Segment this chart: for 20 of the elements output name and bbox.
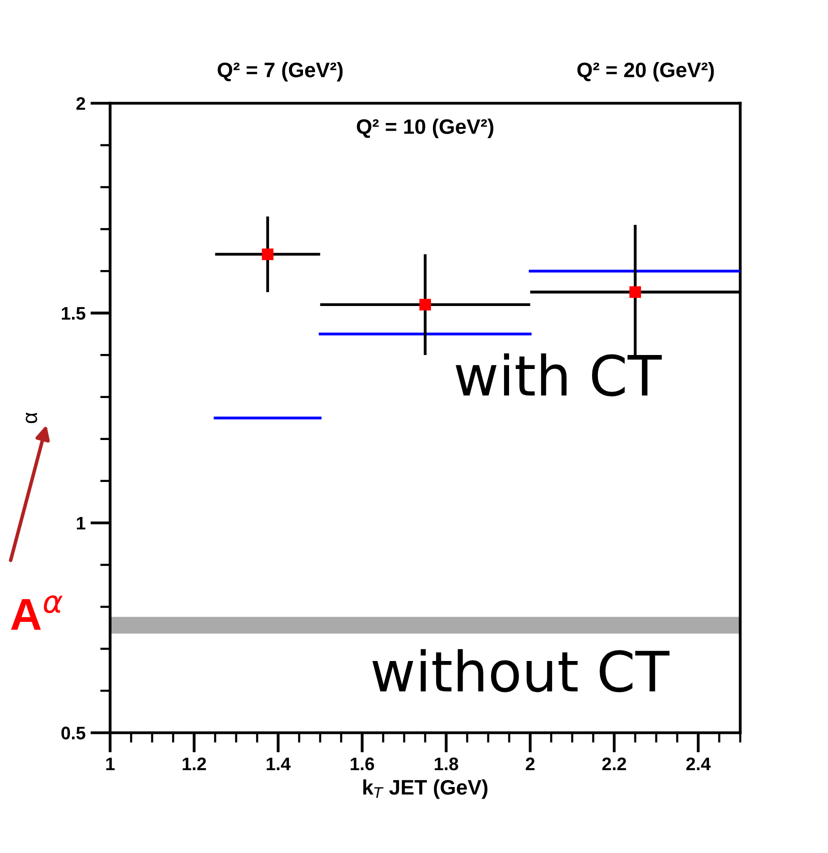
x-tick-label: 2.2 <box>602 758 626 770</box>
y-tick-label: 2 <box>76 97 86 110</box>
text: Q² = 20 (GeV²) <box>577 62 714 82</box>
x-tick-label: 1.2 <box>182 758 206 770</box>
y-tick-label: 1 <box>76 517 86 530</box>
y-tick-label: 0.5 <box>61 726 86 740</box>
annotation: Q² = 10 (GeV²) <box>356 118 494 138</box>
annotation: without CT <box>372 649 670 692</box>
x-tick-label: 1.4 <box>266 758 291 770</box>
x-tick-label: 2 <box>526 758 534 770</box>
annotation: with CT <box>456 353 662 396</box>
x-tick-label: 1.6 <box>350 758 374 770</box>
text: Q² = 7 (GeV²) <box>218 62 343 82</box>
x-tick-label: 1.8 <box>434 758 458 770</box>
x-tick-label: 2.4 <box>686 758 711 770</box>
x-axis-title: k$_{T}$ JET (GeV) <box>363 779 488 799</box>
text: A$^{α}$ <box>11 595 63 630</box>
y-axis-title: α <box>26 412 38 424</box>
y-tick-label: 1.5 <box>62 307 86 320</box>
x-tick-label: 1 <box>106 758 115 770</box>
